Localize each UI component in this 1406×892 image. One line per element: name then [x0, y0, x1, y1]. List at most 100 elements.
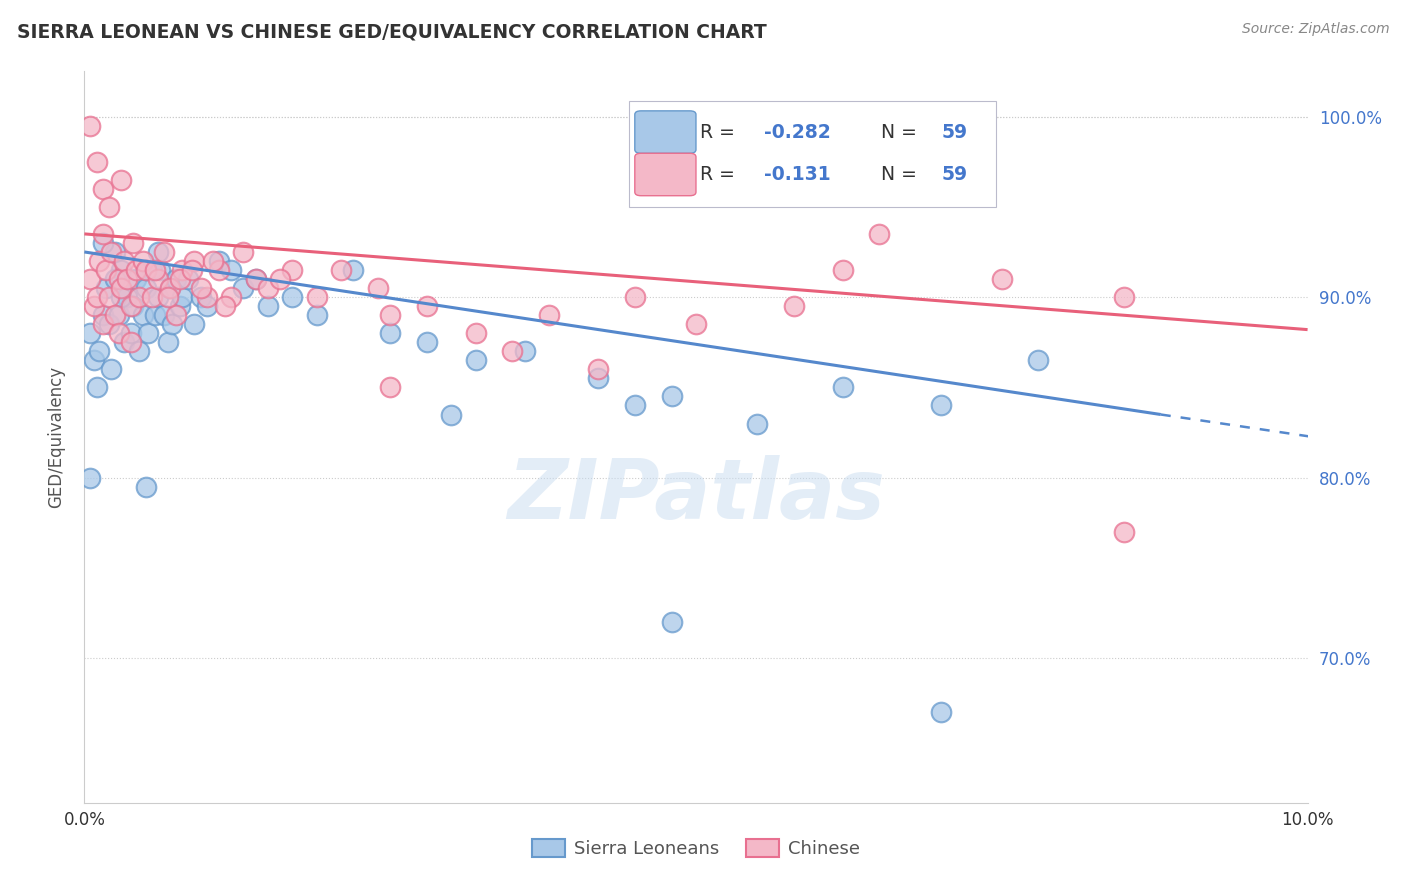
Point — [181, 263, 204, 277]
Point — [208, 263, 231, 277]
Point — [110, 172, 132, 186]
Point — [219, 290, 242, 304]
Point — [86, 380, 108, 394]
Point — [165, 308, 187, 322]
Point — [232, 281, 254, 295]
Point — [91, 227, 114, 241]
Point — [143, 263, 166, 277]
Point — [112, 254, 135, 268]
Point — [86, 290, 108, 304]
Point — [464, 326, 486, 341]
Point — [831, 380, 853, 394]
Point — [661, 389, 683, 403]
Point — [143, 308, 166, 322]
Point — [869, 227, 891, 241]
Text: 59: 59 — [942, 165, 967, 184]
Point — [104, 244, 127, 259]
Point — [281, 263, 304, 277]
Point — [91, 182, 114, 196]
Point — [1028, 353, 1050, 368]
Point — [929, 706, 952, 720]
Text: -0.131: -0.131 — [765, 165, 831, 184]
Point — [172, 263, 194, 277]
Point — [342, 263, 364, 277]
Point — [120, 299, 142, 313]
Point — [125, 272, 148, 286]
Point — [96, 281, 118, 295]
Point — [115, 290, 138, 304]
FancyBboxPatch shape — [636, 153, 696, 195]
Point — [624, 399, 647, 413]
Point — [135, 263, 157, 277]
Point — [991, 272, 1014, 286]
Point — [269, 272, 291, 286]
Point — [136, 326, 159, 341]
Point — [125, 263, 148, 277]
Text: N =: N = — [880, 165, 922, 184]
Point — [91, 235, 114, 250]
Point — [380, 380, 402, 394]
Text: N =: N = — [880, 122, 922, 142]
Legend: Sierra Leoneans, Chinese: Sierra Leoneans, Chinese — [523, 830, 869, 867]
Point — [79, 272, 101, 286]
Point — [172, 290, 194, 304]
Point — [183, 254, 205, 268]
Point — [257, 299, 280, 313]
Point — [831, 263, 853, 277]
Point — [128, 344, 150, 359]
Point — [586, 362, 609, 376]
Point — [208, 254, 231, 268]
Point — [380, 326, 402, 341]
Point — [110, 281, 132, 295]
Point — [183, 317, 205, 331]
Point — [110, 290, 132, 304]
Point — [1114, 290, 1136, 304]
Point — [257, 281, 280, 295]
Point — [132, 308, 155, 322]
Point — [79, 471, 101, 485]
Point — [747, 417, 769, 431]
Point — [79, 326, 101, 341]
Point — [464, 353, 486, 368]
Point — [156, 335, 179, 350]
Point — [107, 326, 129, 341]
Point — [97, 317, 120, 331]
Point — [159, 281, 181, 295]
Point — [169, 299, 191, 313]
Point — [190, 281, 212, 295]
Point — [91, 317, 114, 331]
Point — [135, 263, 157, 277]
Point — [330, 263, 353, 277]
Point — [87, 254, 110, 268]
Point — [153, 244, 176, 259]
Point — [1114, 524, 1136, 539]
Point — [190, 290, 212, 304]
Point — [440, 408, 463, 422]
Point — [305, 290, 328, 304]
Y-axis label: GED/Equivalency: GED/Equivalency — [48, 366, 66, 508]
Point — [380, 308, 402, 322]
Point — [146, 244, 169, 259]
Point — [245, 272, 267, 286]
Point — [661, 615, 683, 630]
Text: ZIPatlas: ZIPatlas — [508, 455, 884, 536]
Point — [100, 244, 122, 259]
Point — [96, 263, 118, 277]
Point — [156, 290, 179, 304]
Point — [141, 290, 163, 304]
Point — [416, 335, 439, 350]
Point — [162, 317, 184, 331]
Point — [159, 281, 181, 295]
Text: SIERRA LEONEAN VS CHINESE GED/EQUIVALENCY CORRELATION CHART: SIERRA LEONEAN VS CHINESE GED/EQUIVALENC… — [17, 22, 766, 41]
Point — [195, 290, 218, 304]
Point — [195, 299, 218, 313]
Point — [245, 272, 267, 286]
Point — [120, 326, 142, 341]
Point — [416, 299, 439, 313]
Point — [149, 263, 172, 277]
Point — [112, 335, 135, 350]
Point — [538, 308, 561, 322]
Point — [141, 263, 163, 277]
Point — [685, 317, 707, 331]
Point — [929, 399, 952, 413]
